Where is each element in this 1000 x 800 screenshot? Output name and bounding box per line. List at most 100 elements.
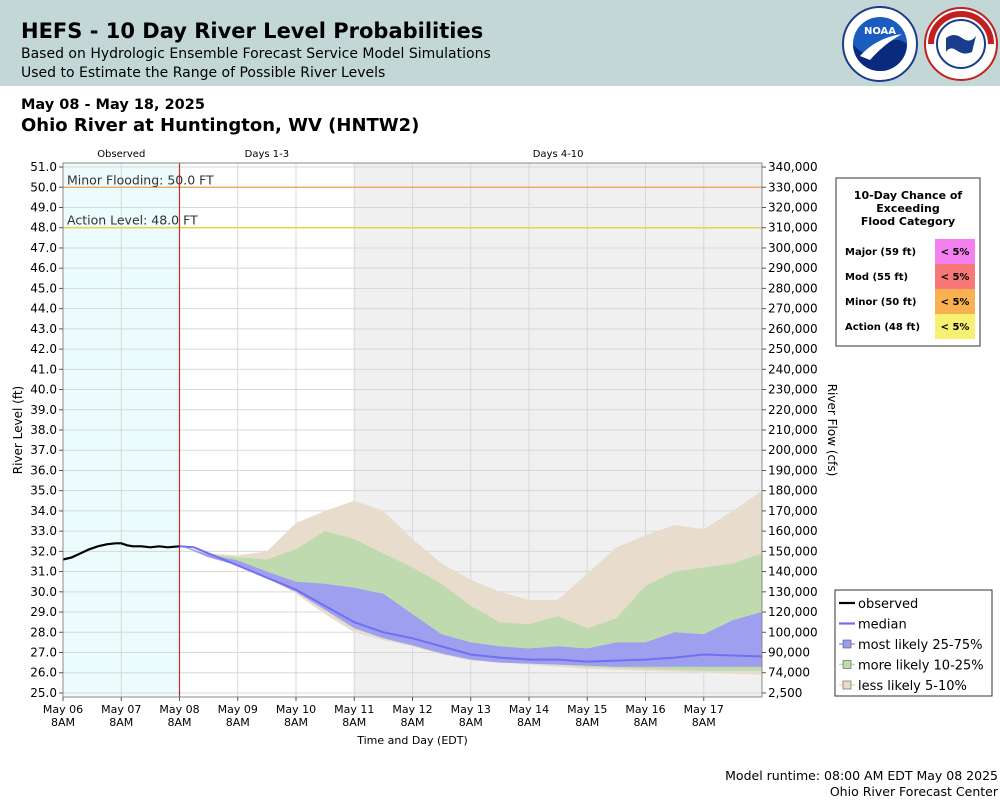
band-more-likely bbox=[179, 531, 762, 671]
legend-label: median bbox=[858, 618, 907, 633]
y2-tick-label: 190,000 bbox=[768, 463, 818, 477]
x-axis-label: Time and Day (EDT) bbox=[356, 734, 468, 747]
exceedance-swatch bbox=[935, 314, 975, 339]
y-tick-label: 25.0 bbox=[30, 686, 57, 700]
page-subtitle-2: Used to Estimate the Range of Possible R… bbox=[21, 65, 386, 81]
y2-tick-label: 90,000 bbox=[768, 646, 810, 660]
y2-tick-label: 310,000 bbox=[768, 221, 818, 235]
exceedance-row-label: Action (48 ft) bbox=[845, 322, 920, 333]
y-tick-label: 37.0 bbox=[30, 443, 57, 457]
y-tick-label: 49.0 bbox=[30, 201, 57, 215]
y2-tick-label: 130,000 bbox=[768, 585, 818, 599]
exceedance-row-value: < 5% bbox=[941, 272, 970, 283]
x-tick-label-date: May 17 bbox=[684, 703, 724, 716]
exceedance-row-value: < 5% bbox=[941, 297, 970, 308]
y-tick-label: 26.0 bbox=[30, 666, 57, 680]
y-tick-label: 36.0 bbox=[30, 463, 57, 477]
y2-tick-label: 290,000 bbox=[768, 261, 818, 275]
legend bbox=[834, 589, 993, 697]
station-name: Ohio River at Huntington, WV (HNTW2) bbox=[21, 115, 420, 136]
x-tick-label-time: 8AM bbox=[51, 716, 75, 729]
y-tick-label: 45.0 bbox=[30, 281, 57, 295]
x-tick-label-date: May 15 bbox=[567, 703, 607, 716]
y-tick-label: 28.0 bbox=[30, 625, 57, 639]
action-level-label: Action Level: 48.0 FT bbox=[67, 213, 198, 228]
y2-tick-label: 170,000 bbox=[768, 504, 818, 518]
y2-tick-label: 100,000 bbox=[768, 625, 818, 639]
y-tick-label: 43.0 bbox=[30, 322, 57, 336]
period-label: Observed bbox=[97, 149, 145, 160]
y2-tick-label: 150,000 bbox=[768, 544, 818, 558]
x-tick-label-time: 8AM bbox=[167, 716, 191, 729]
y2-tick-label: 74,000 bbox=[768, 666, 810, 680]
y-tick-label: 44.0 bbox=[30, 302, 57, 316]
x-tick-label-date: May 10 bbox=[276, 703, 316, 716]
y-tick-label: 51.0 bbox=[30, 160, 57, 174]
y2-tick-label: 2,500 bbox=[768, 686, 802, 700]
y2-tick-label: 220,000 bbox=[768, 403, 818, 417]
x-tick-label-date: May 12 bbox=[392, 703, 432, 716]
legend-label: more likely 10-25% bbox=[858, 659, 984, 674]
y2-tick-label: 230,000 bbox=[768, 383, 818, 397]
y2-tick-label: 120,000 bbox=[768, 605, 818, 619]
y-tick-label: 35.0 bbox=[30, 484, 57, 498]
y-tick-label: 34.0 bbox=[30, 504, 57, 518]
y-tick-label: 31.0 bbox=[30, 565, 57, 579]
exceedance-title-2: Exceeding bbox=[876, 202, 939, 215]
legend-label: most likely 25-75% bbox=[858, 638, 982, 653]
y-axis-label: River Level (ft) bbox=[11, 386, 25, 474]
minor-flood-label: Minor Flooding: 50.0 FT bbox=[67, 172, 214, 187]
x-tick-label-date: May 07 bbox=[101, 703, 141, 716]
legend-label: observed bbox=[858, 597, 918, 612]
y2-tick-label: 210,000 bbox=[768, 423, 818, 437]
exceedance-title-1: 10-Day Chance of bbox=[854, 189, 963, 202]
page-title: HEFS - 10 Day River Level Probabilities bbox=[21, 19, 484, 43]
x-tick-label-time: 8AM bbox=[284, 716, 308, 729]
x-tick-label-date: May 08 bbox=[159, 703, 199, 716]
date-range: May 08 - May 18, 2025 bbox=[21, 97, 205, 113]
x-tick-label-time: 8AM bbox=[400, 716, 424, 729]
exceedance-title-3: Flood Category bbox=[861, 215, 955, 228]
x-tick-label-date: May 11 bbox=[334, 703, 374, 716]
y2-tick-label: 200,000 bbox=[768, 443, 818, 457]
x-tick-label-date: May 14 bbox=[509, 703, 549, 716]
exceedance-row-label: Mod (55 ft) bbox=[845, 272, 908, 283]
period-label: Days 4-10 bbox=[533, 149, 584, 160]
page-subtitle-1: Based on Hydrologic Ensemble Forecast Se… bbox=[21, 46, 491, 62]
y-tick-label: 42.0 bbox=[30, 342, 57, 356]
x-tick-label-time: 8AM bbox=[575, 716, 599, 729]
x-tick-label-time: 8AM bbox=[226, 716, 250, 729]
x-tick-label-date: May 06 bbox=[43, 703, 83, 716]
x-tick-label-date: May 16 bbox=[625, 703, 665, 716]
y2-tick-label: 240,000 bbox=[768, 362, 818, 376]
observed-line bbox=[62, 542, 180, 561]
x-tick-label-date: May 13 bbox=[451, 703, 491, 716]
period-label: Days 1-3 bbox=[245, 149, 289, 160]
y-tick-label: 48.0 bbox=[30, 221, 57, 235]
exceedance-row-label: Minor (50 ft) bbox=[845, 297, 916, 308]
legend-swatch-box bbox=[842, 660, 852, 669]
nws-logo-icon bbox=[924, 7, 998, 81]
y-tick-label: 46.0 bbox=[30, 261, 57, 275]
y2-tick-label: 280,000 bbox=[768, 281, 818, 295]
y-tick-label: 41.0 bbox=[30, 362, 57, 376]
y-tick-label: 30.0 bbox=[30, 585, 57, 599]
header-banner: HEFS - 10 Day River Level Probabilities … bbox=[0, 0, 1000, 86]
y-tick-label: 32.0 bbox=[30, 544, 57, 558]
y2-tick-label: 330,000 bbox=[768, 180, 818, 194]
y2-tick-label: 160,000 bbox=[768, 524, 818, 538]
x-tick-label-time: 8AM bbox=[633, 716, 657, 729]
y2-tick-label: 140,000 bbox=[768, 565, 818, 579]
exceedance-row-value: < 5% bbox=[941, 247, 970, 258]
y2-axis-label: River Flow (cfs) bbox=[825, 384, 839, 477]
median-line bbox=[179, 545, 763, 663]
legend-label: less likely 5-10% bbox=[858, 679, 967, 694]
x-tick-label-time: 8AM bbox=[692, 716, 716, 729]
y-tick-label: 27.0 bbox=[30, 646, 57, 660]
y-tick-label: 39.0 bbox=[30, 403, 57, 417]
forecast-center: Ohio River Forecast Center bbox=[829, 784, 998, 799]
y-tick-label: 29.0 bbox=[30, 605, 57, 619]
y2-tick-label: 270,000 bbox=[768, 302, 818, 316]
exceedance-row-value: < 5% bbox=[941, 322, 970, 333]
